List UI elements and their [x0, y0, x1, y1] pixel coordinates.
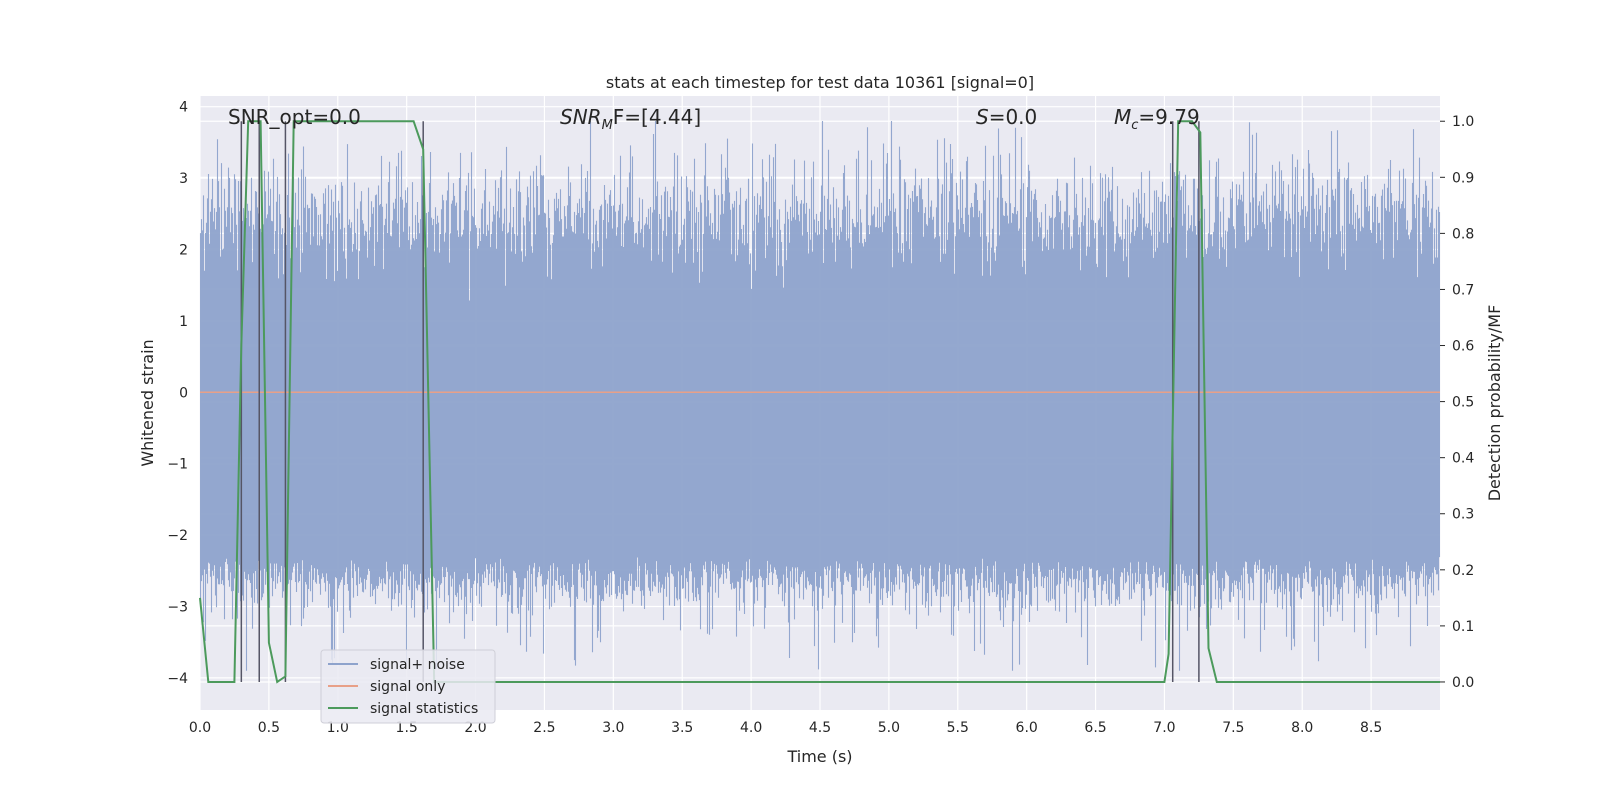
y-right-axis-label: Detection probability/MF: [1485, 305, 1504, 502]
annotation-s: S=0.0: [976, 105, 1037, 129]
legend-label-signal-only: signal only: [370, 679, 445, 695]
y-right-tick-label: 1.0: [1452, 114, 1474, 130]
legend-label-signal-statistics: signal statistics: [370, 701, 478, 717]
y-tick-label: −2: [167, 528, 188, 544]
x-tick-label: 5.0: [878, 720, 900, 736]
x-tick-label: 3.0: [602, 720, 624, 736]
mc-base: M: [1114, 105, 1131, 129]
annotation-snr-opt: SNR_opt=0.0: [228, 105, 361, 129]
s-italic: S: [976, 105, 989, 129]
snr-mf-base: SNR: [560, 105, 602, 129]
series-signal-statistics: [199, 120, 1440, 684]
y-tick-label: −3: [167, 599, 188, 615]
y-tick-label: −1: [167, 457, 188, 473]
y-axis-label: Whitened strain: [138, 339, 157, 466]
x-tick-label: 1.0: [327, 720, 349, 736]
mc-sub: c: [1131, 118, 1138, 133]
x-axis-label: Time (s): [786, 747, 852, 766]
y-tick-label: 1: [179, 314, 188, 330]
y-tick-label: 2: [179, 243, 188, 259]
legend: signal+ noise signal only signal statist…: [320, 649, 496, 724]
x-tick-label: 6.0: [1016, 720, 1038, 736]
y-right-tick-label: 0.0: [1452, 675, 1474, 691]
legend-label-signal-plus-noise: signal+ noise: [370, 657, 465, 673]
y-tick-label: 0: [179, 385, 188, 401]
x-tick-label: 5.5: [947, 720, 969, 736]
y-right-tick-label: 0.9: [1452, 170, 1474, 186]
x-tick-label: 2.5: [533, 720, 555, 736]
x-tick-label: 7.5: [1222, 720, 1244, 736]
legend-box: [320, 649, 496, 724]
y-right-tick-label: 0.5: [1452, 395, 1474, 411]
y-right-tick-label: 0.7: [1452, 282, 1474, 298]
x-tick-label: 2.0: [464, 720, 486, 736]
x-ticks: 0.0 0.5 1.0 1.5 2.0 2.5 3.0 3.5 4.0 4.5 5.0 5.5 6.0 6…: [189, 720, 1382, 736]
x-tick-label: 0.0: [189, 720, 211, 736]
y-right-tick-label: 0.3: [1452, 507, 1474, 523]
y-tick-label: −4: [167, 671, 188, 687]
y-tick-label: 3: [179, 171, 188, 187]
x-tick-label: 0.5: [258, 720, 280, 736]
annotation-snr-mf: SNRMF=[4.44]: [560, 105, 701, 133]
snr-mf-sub: M: [602, 118, 613, 133]
x-tick-label: 4.5: [809, 720, 831, 736]
x-tick-label: 3.5: [671, 720, 693, 736]
x-tick-label: 7.0: [1153, 720, 1175, 736]
x-tick-label: 8.5: [1360, 720, 1382, 736]
x-tick-label: 1.5: [396, 720, 418, 736]
y-right-ticks: 0.0 0.1 0.2 0.3 0.4 0.5 0.6 0.7 0.8 0.9 1.0: [1440, 114, 1474, 691]
y-ticks: −4 −3 −2 −1 0 1 2 3 4: [167, 100, 188, 687]
chart-title: stats at each timestep for test data 103…: [606, 73, 1034, 92]
y-right-tick-label: 0.6: [1452, 339, 1474, 355]
s-rest: =0.0: [989, 105, 1038, 129]
y-right-tick-label: 0.1: [1452, 619, 1474, 635]
x-tick-label: 8.0: [1291, 720, 1313, 736]
y-tick-label: 4: [179, 100, 188, 116]
y-right-tick-label: 0.8: [1452, 226, 1474, 242]
snr-mf-rest: F=[4.44]: [613, 105, 701, 129]
x-tick-label: 4.0: [740, 720, 762, 736]
mc-rest: =9.79: [1138, 105, 1199, 129]
x-tick-label: 6.5: [1084, 720, 1106, 736]
signal-statistics-line: [199, 120, 1440, 684]
annotation-mc: Mc=9.79: [1114, 105, 1200, 133]
y-right-tick-label: 0.2: [1452, 563, 1474, 579]
y-right-tick-label: 0.4: [1452, 451, 1474, 467]
